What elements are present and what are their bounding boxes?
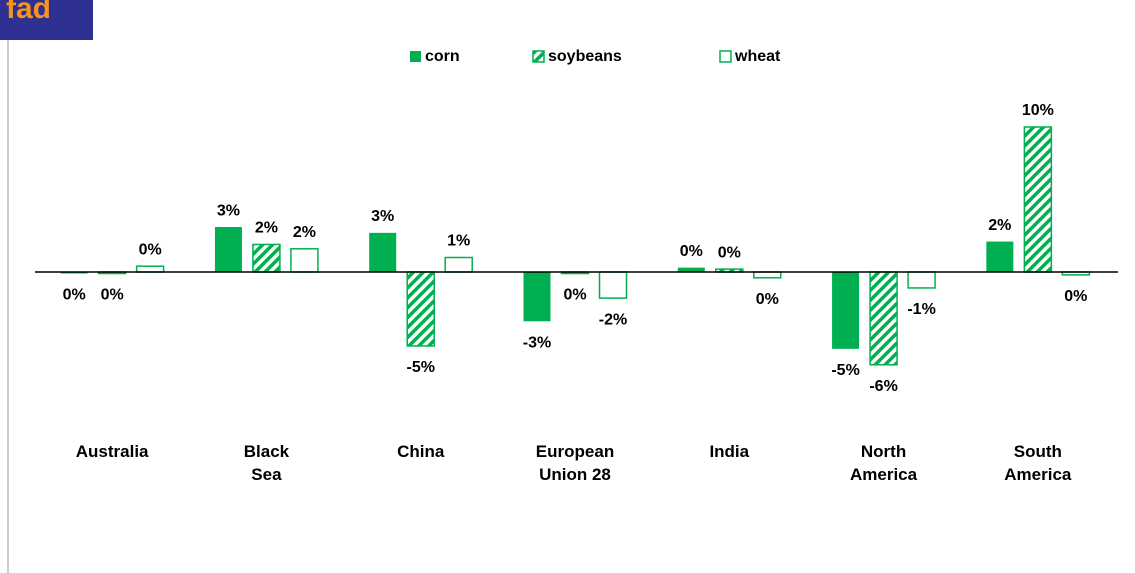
data-label: -5% (831, 362, 859, 379)
bar (753, 271, 782, 279)
x-tick-label: China (397, 442, 445, 461)
bar (869, 271, 898, 366)
data-label: 0% (1064, 288, 1087, 305)
data-label: 0% (680, 243, 703, 260)
data-label: 3% (217, 202, 240, 219)
bar (598, 271, 628, 299)
x-tick-label: Black Sea (243, 442, 290, 484)
data-label: 2% (988, 217, 1011, 234)
data-label: -3% (523, 335, 551, 352)
data-label: 0% (756, 291, 779, 308)
x-tick-label: North America (850, 442, 918, 484)
bar (252, 243, 281, 273)
bar (406, 271, 435, 347)
data-label: 1% (447, 233, 470, 250)
bar (290, 248, 319, 273)
x-tick-label: Australia (75, 442, 149, 461)
bar (444, 256, 473, 273)
data-label: 10% (1022, 102, 1054, 119)
logo: fad (6, 0, 51, 25)
bar (677, 267, 705, 272)
data-label: 0% (101, 287, 124, 304)
data-label: 3% (371, 208, 394, 225)
legend-label: corn (425, 48, 460, 65)
data-label: -5% (406, 359, 434, 376)
bar (832, 272, 860, 349)
data-label: 0% (139, 241, 162, 258)
bar (135, 265, 165, 273)
legend-label: soybeans (548, 48, 622, 65)
x-tick-label: South America (1004, 442, 1072, 484)
logo-box (0, 0, 93, 40)
x-tick-label: India (709, 442, 750, 461)
data-label: -1% (907, 301, 935, 318)
legend-label: wheat (734, 48, 781, 65)
bar (369, 232, 397, 272)
data-label: 0% (563, 287, 586, 304)
x-tick-label: European Union 28 (535, 442, 615, 484)
bar (523, 272, 551, 322)
data-label: -6% (869, 378, 897, 395)
data-label: 2% (255, 220, 278, 237)
legend-marker (719, 50, 732, 63)
bar (907, 271, 936, 289)
data-label: -2% (599, 311, 627, 328)
bar (1023, 126, 1053, 273)
data-label: 0% (718, 244, 741, 261)
data-label: 0% (63, 287, 86, 304)
data-label: 2% (293, 224, 316, 241)
legend-marker (532, 50, 545, 63)
legend-marker (410, 51, 421, 62)
bar (214, 227, 242, 272)
bar (986, 241, 1014, 272)
